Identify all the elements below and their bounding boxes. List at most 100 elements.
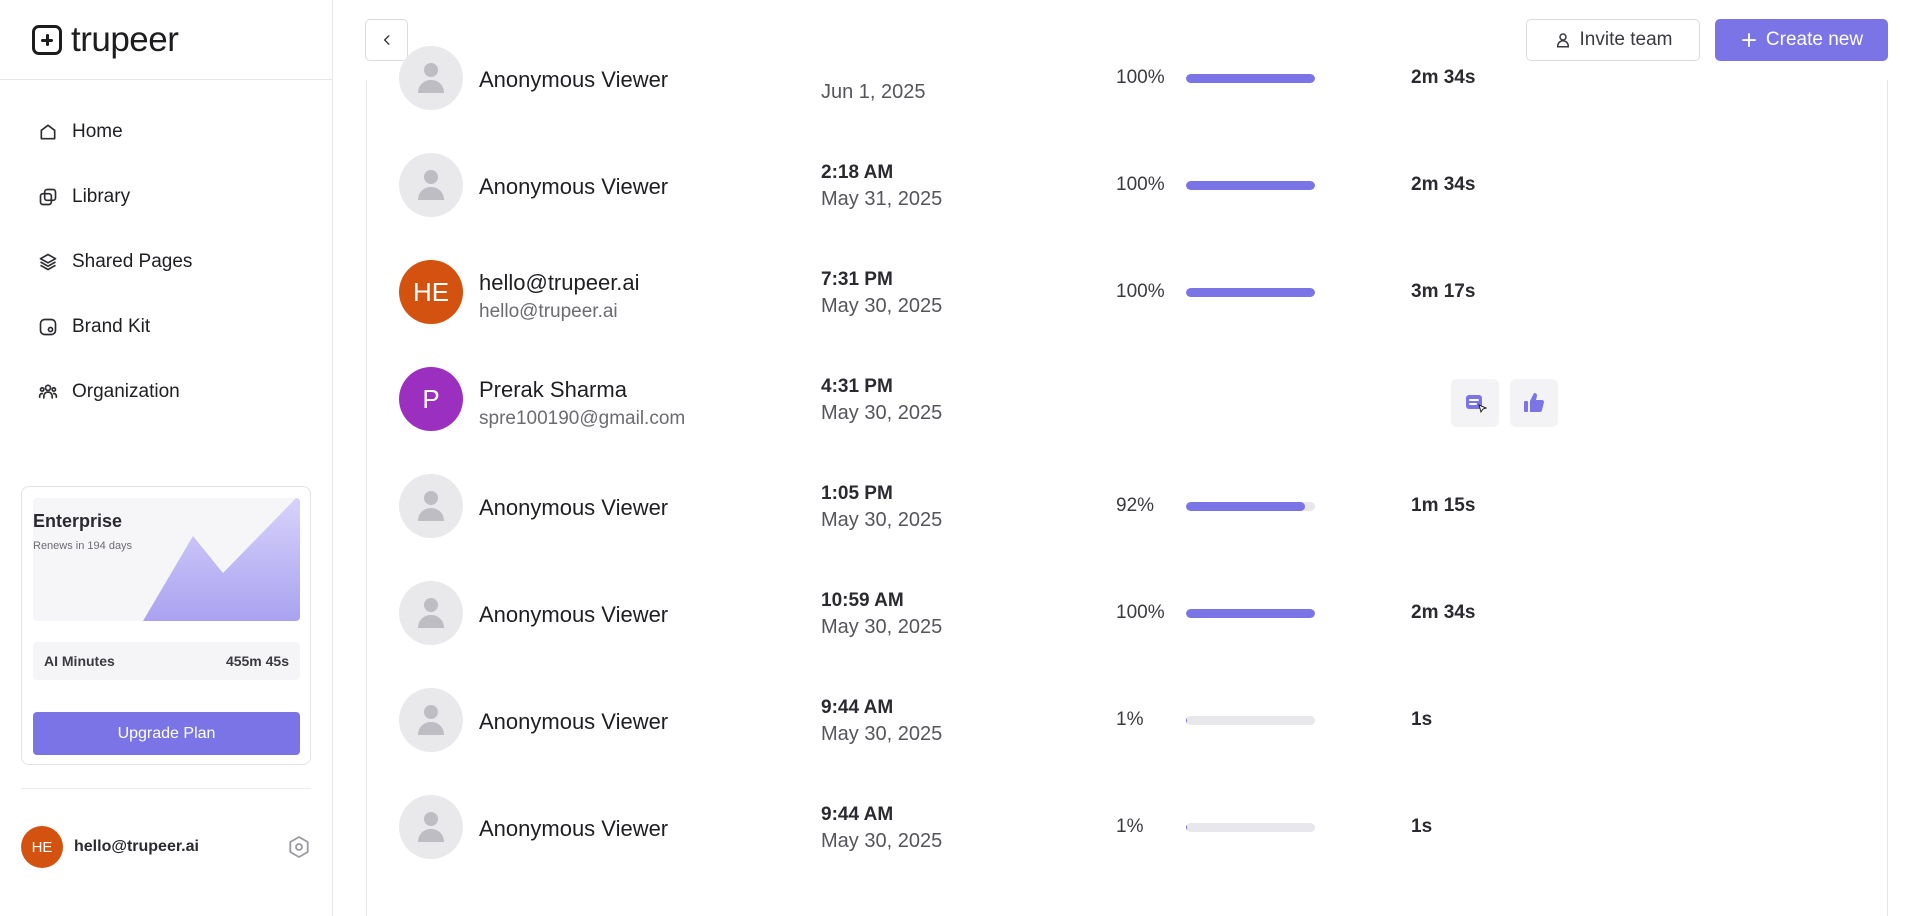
table-row[interactable]: Anonymous Viewer 10:59 AM May 30, 2025 100%… xyxy=(367,560,1889,667)
viewer-name: hello@trupeer.ai xyxy=(479,270,640,295)
table-row[interactable]: Anonymous Viewer Jun 1, 2025 100% 2m 34s xyxy=(367,25,1889,132)
library-icon xyxy=(38,187,58,207)
upgrade-plan-button[interactable]: Upgrade Plan xyxy=(33,712,300,755)
sidebar-item-library[interactable]: Library xyxy=(0,164,332,229)
brand-kit-icon xyxy=(38,317,58,337)
plan-title: Enterprise xyxy=(33,511,123,531)
view-date: May 30, 2025 xyxy=(821,402,943,424)
watch-progress-bar xyxy=(1186,716,1315,725)
avatar xyxy=(399,688,463,752)
table-row[interactable]: P Prerak Sharma spre100190@gmail.com 4:31 P… xyxy=(367,346,1889,453)
create-new-label: Create new xyxy=(1765,29,1864,50)
avatar: P xyxy=(399,367,463,431)
sidebar-divider xyxy=(21,788,311,789)
view-time: 9:44 AM xyxy=(821,697,894,718)
brand-name: trupeer xyxy=(71,19,179,59)
person-icon xyxy=(418,598,444,628)
view-date: May 30, 2025 xyxy=(821,509,943,531)
user-account[interactable]: HE hello@trupeer.ai xyxy=(21,826,311,868)
sidebar-item-label: Shared Pages xyxy=(72,250,193,272)
watch-duration: 3m 17s xyxy=(1411,281,1476,302)
ai-minutes-row: AI Minutes 455m 45s xyxy=(33,642,300,680)
viewer-email: spre100190@gmail.com xyxy=(479,408,686,429)
table-row[interactable]: Anonymous Viewer 9:44 AM May 30, 2025 1% 1s xyxy=(367,667,1889,774)
collapse-sidebar-button[interactable] xyxy=(365,19,408,61)
sidebar-item-shared-pages[interactable]: Shared Pages xyxy=(0,229,332,294)
brand-logo[interactable]: trupeer xyxy=(0,0,332,80)
table-row[interactable]: Anonymous Viewer 2:18 AM May 31, 2025 100% 2… xyxy=(367,132,1889,239)
comments-icon xyxy=(1466,395,1487,414)
watch-progress-fill xyxy=(1186,181,1315,190)
table-row[interactable]: Anonymous Viewer 1:05 PM May 30, 2025 92% 1m… xyxy=(367,453,1889,560)
watch-progress-bar xyxy=(1186,288,1315,297)
view-date: May 30, 2025 xyxy=(821,616,943,638)
chevron-left-icon xyxy=(383,35,389,45)
sidebar-item-label: Organization xyxy=(72,380,180,402)
view-time: 10:59 AM xyxy=(821,590,904,611)
watch-progress-bar xyxy=(1186,502,1315,511)
organization-icon xyxy=(38,382,58,402)
watch-progress-fill xyxy=(1186,288,1315,297)
viewer-name: Anonymous Viewer xyxy=(479,709,669,734)
avatar xyxy=(399,581,463,645)
avatar-initials: HE xyxy=(412,276,450,307)
watch-duration: 1s xyxy=(1411,709,1433,730)
table-row[interactable]: HE hello@trupeer.ai hello@trupeer.ai 7:31 P… xyxy=(367,239,1889,346)
watch-percent: 100% xyxy=(1116,174,1165,195)
avatar: HE xyxy=(21,826,63,868)
view-date: May 30, 2025 xyxy=(821,295,943,317)
viewer-name: Anonymous Viewer xyxy=(479,495,669,520)
watch-progress-bar xyxy=(1186,823,1315,832)
settings-icon[interactable] xyxy=(287,835,311,859)
avatar xyxy=(399,153,463,217)
table-row[interactable]: Anonymous Viewer 9:44 AM May 30, 2025 1% 1s xyxy=(367,774,1889,881)
person-icon xyxy=(418,63,444,93)
create-new-button[interactable]: Create new xyxy=(1715,19,1888,61)
watch-progress-bar xyxy=(1186,181,1315,190)
shared-pages-icon xyxy=(38,252,58,272)
view-time: 4:31 PM xyxy=(821,376,893,397)
avatar xyxy=(399,46,463,110)
view-time: 7:31 PM xyxy=(821,269,893,290)
watch-progress-fill xyxy=(1186,716,1188,725)
person-icon xyxy=(418,812,444,842)
watch-percent: 100% xyxy=(1116,602,1165,623)
watch-progress-bar xyxy=(1186,74,1315,83)
watch-progress-fill xyxy=(1186,609,1315,618)
watch-duration: 1s xyxy=(1411,816,1433,837)
viewer-name: Prerak Sharma xyxy=(479,377,627,402)
person-icon xyxy=(418,491,444,521)
viewer-name: Anonymous Viewer xyxy=(479,602,669,627)
view-date: May 30, 2025 xyxy=(821,830,943,852)
watch-percent: 92% xyxy=(1116,495,1155,516)
view-date: May 30, 2025 xyxy=(821,723,943,745)
watch-progress-fill xyxy=(1186,74,1315,83)
view-transcript-button[interactable] xyxy=(1451,379,1499,427)
invite-team-button[interactable]: Invite team xyxy=(1526,19,1700,61)
view-time: 1:05 PM xyxy=(821,483,893,504)
watch-duration: 2m 34s xyxy=(1411,174,1476,195)
watch-progress-fill xyxy=(1186,823,1188,832)
sidebar-item-brand-kit[interactable]: Brand Kit xyxy=(0,294,332,359)
viewers-list: Anonymous Viewer Jun 1, 2025 100% 2m 34s Ano… xyxy=(367,25,1889,881)
watch-duration: 1m 15s xyxy=(1411,495,1476,516)
plan-card: Enterprise Renews in 194 days AI Minutes… xyxy=(21,486,311,765)
watch-progress-fill xyxy=(1186,502,1305,511)
avatar-initials: P xyxy=(422,383,440,414)
avatar: HE xyxy=(399,260,463,324)
viewers-panel: Anonymous Viewer Jun 1, 2025 100% 2m 34s Ano… xyxy=(366,46,1888,916)
sidebar-item-organization[interactable]: Organization xyxy=(0,359,332,424)
plan-graphic xyxy=(33,498,300,621)
person-icon xyxy=(418,170,444,200)
sidebar-item-label: Home xyxy=(72,120,123,142)
trupeer-logo-icon xyxy=(32,24,62,55)
like-button[interactable] xyxy=(1510,379,1558,427)
avatar xyxy=(399,474,463,538)
sidebar-item-home[interactable]: Home xyxy=(0,99,332,164)
viewer-email: hello@trupeer.ai xyxy=(479,301,618,322)
watch-duration: 2m 34s xyxy=(1411,602,1476,623)
view-time: 9:44 AM xyxy=(821,804,894,825)
sidebar-item-label: Library xyxy=(72,185,131,207)
home-icon xyxy=(38,122,58,142)
